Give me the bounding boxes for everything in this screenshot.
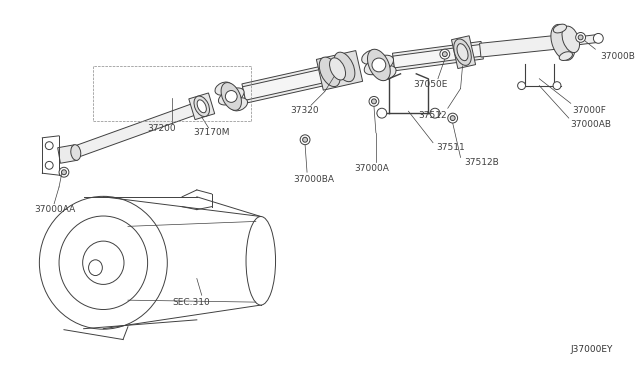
Circle shape — [371, 99, 376, 104]
Ellipse shape — [319, 57, 340, 87]
Circle shape — [553, 82, 561, 90]
Circle shape — [369, 96, 379, 106]
Polygon shape — [316, 51, 363, 90]
Ellipse shape — [221, 83, 241, 110]
Circle shape — [430, 108, 440, 118]
Polygon shape — [479, 35, 557, 57]
Ellipse shape — [454, 39, 471, 65]
Ellipse shape — [83, 241, 124, 285]
Text: 37511: 37511 — [436, 143, 465, 152]
Text: 37000F: 37000F — [573, 106, 607, 115]
Circle shape — [578, 35, 583, 40]
Text: 37320: 37320 — [291, 106, 319, 115]
Text: 37050E: 37050E — [413, 80, 448, 89]
Polygon shape — [242, 59, 356, 103]
Ellipse shape — [364, 55, 394, 75]
Ellipse shape — [367, 49, 390, 81]
Text: 37000AB: 37000AB — [571, 121, 612, 129]
Circle shape — [45, 161, 53, 169]
Circle shape — [448, 113, 458, 123]
Ellipse shape — [554, 24, 566, 33]
Ellipse shape — [59, 216, 148, 310]
Ellipse shape — [194, 96, 209, 116]
Ellipse shape — [246, 217, 276, 305]
Text: 37512B: 37512B — [465, 158, 499, 167]
Circle shape — [59, 167, 69, 177]
Polygon shape — [393, 44, 483, 68]
Text: 37000AA: 37000AA — [35, 205, 76, 214]
Circle shape — [442, 52, 447, 57]
Circle shape — [518, 82, 525, 90]
Text: 37170M: 37170M — [193, 128, 229, 137]
Text: J37000EY: J37000EY — [571, 345, 613, 354]
Ellipse shape — [218, 88, 244, 105]
Text: 37000A: 37000A — [355, 164, 389, 173]
Circle shape — [450, 116, 455, 121]
Ellipse shape — [197, 100, 206, 113]
Ellipse shape — [330, 58, 346, 80]
Polygon shape — [243, 62, 356, 100]
Ellipse shape — [71, 145, 81, 160]
Text: 37200: 37200 — [148, 124, 176, 134]
Circle shape — [372, 58, 386, 72]
Text: 37000BA: 37000BA — [293, 174, 334, 184]
Circle shape — [576, 32, 586, 42]
Ellipse shape — [215, 82, 232, 95]
Ellipse shape — [40, 196, 167, 329]
Ellipse shape — [378, 66, 396, 80]
Circle shape — [225, 90, 237, 102]
Circle shape — [377, 108, 387, 118]
Polygon shape — [189, 93, 214, 120]
Ellipse shape — [457, 44, 468, 61]
Text: 37512: 37512 — [419, 110, 447, 120]
Ellipse shape — [559, 52, 572, 61]
Ellipse shape — [562, 26, 580, 52]
Ellipse shape — [551, 24, 575, 60]
Ellipse shape — [231, 98, 248, 111]
Polygon shape — [58, 145, 77, 163]
Circle shape — [440, 49, 450, 59]
Ellipse shape — [362, 50, 380, 64]
Polygon shape — [573, 35, 599, 45]
Ellipse shape — [88, 260, 102, 276]
Circle shape — [303, 137, 308, 142]
Polygon shape — [72, 103, 199, 158]
Circle shape — [300, 135, 310, 145]
Text: 37000B: 37000B — [600, 52, 635, 61]
Circle shape — [45, 142, 53, 150]
Polygon shape — [451, 36, 476, 68]
Text: SEC.310: SEC.310 — [172, 298, 210, 307]
Circle shape — [593, 33, 604, 43]
Circle shape — [61, 170, 67, 175]
Polygon shape — [392, 41, 483, 71]
Ellipse shape — [334, 52, 355, 82]
